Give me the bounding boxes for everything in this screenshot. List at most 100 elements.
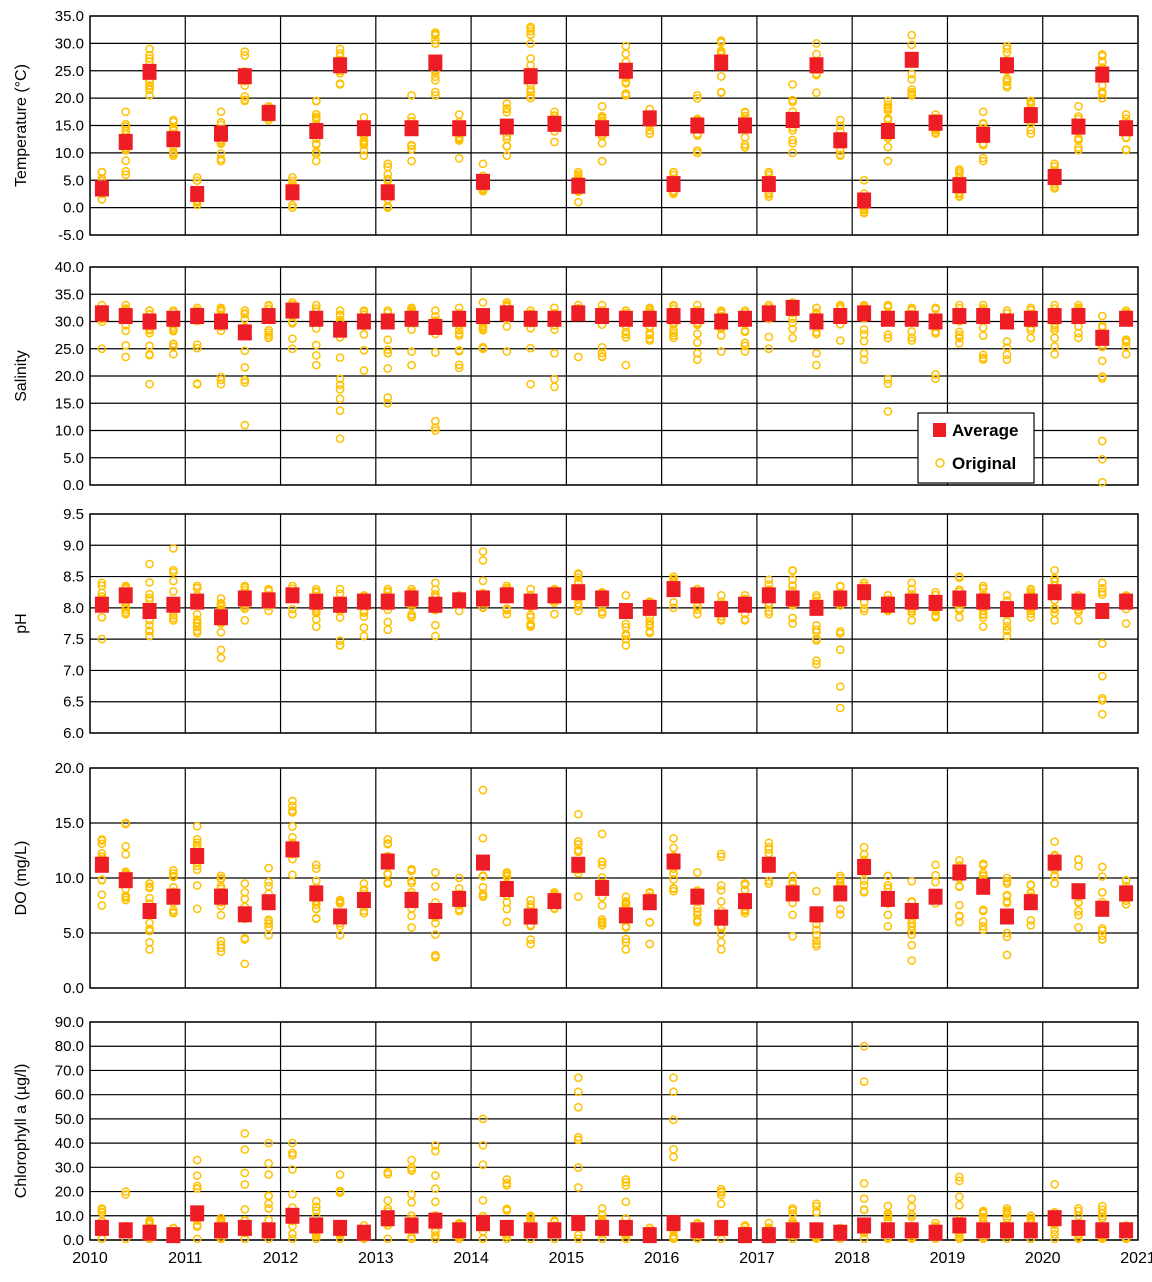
original-point <box>97 875 107 885</box>
average-marker <box>285 841 300 858</box>
original-point <box>573 1132 583 1142</box>
average-marker <box>333 321 348 338</box>
original-point <box>454 329 464 338</box>
original-point <box>1097 872 1107 881</box>
original-point <box>526 54 535 63</box>
average-marker <box>523 310 538 327</box>
average-marker <box>476 1215 490 1232</box>
original-point <box>526 39 535 48</box>
original-point <box>335 79 345 88</box>
original-point <box>907 940 917 950</box>
average-marker <box>1000 57 1014 74</box>
average-marker <box>690 587 705 604</box>
average-marker <box>1071 308 1086 325</box>
original-point <box>169 567 178 577</box>
average-marker <box>94 180 109 197</box>
legend-original-swatch <box>935 458 945 468</box>
original-point <box>978 1206 988 1216</box>
original-point <box>240 959 250 969</box>
original-point <box>693 91 702 100</box>
original-point <box>431 918 440 928</box>
original-point <box>764 575 774 585</box>
original-point <box>835 115 845 125</box>
original-point <box>716 1187 726 1196</box>
average-marker <box>1119 120 1134 137</box>
original-point <box>907 69 917 79</box>
average-marker <box>642 310 657 327</box>
average-marker <box>809 57 824 74</box>
original-point <box>240 894 250 904</box>
original-point <box>311 149 321 159</box>
average-marker <box>1023 107 1038 124</box>
average-marker <box>142 313 157 330</box>
original-point <box>1050 604 1059 614</box>
original-point <box>431 578 440 588</box>
original-point <box>573 1135 583 1145</box>
average-marker <box>1095 900 1110 917</box>
original-point <box>478 1160 488 1170</box>
original-point <box>192 1184 202 1193</box>
plot-frame <box>89 1021 1139 1241</box>
original-point <box>216 599 226 609</box>
average-marker <box>333 57 348 74</box>
average-marker <box>476 590 490 607</box>
original-point <box>597 300 607 310</box>
original-point <box>264 1138 273 1148</box>
original-point <box>264 328 273 337</box>
average-marker <box>428 1212 443 1229</box>
original-point <box>240 420 250 430</box>
original-point <box>955 338 964 348</box>
original-point <box>1074 1204 1083 1213</box>
original-point <box>97 344 107 354</box>
original-point <box>859 880 869 890</box>
original-point <box>502 99 512 108</box>
original-point <box>407 325 416 335</box>
original-point <box>955 917 964 927</box>
original-point <box>145 924 154 934</box>
original-point <box>907 327 917 336</box>
original-point <box>716 885 726 895</box>
original-point <box>454 154 464 163</box>
average-marker <box>428 596 443 613</box>
average-marker <box>309 310 324 327</box>
original-point <box>907 40 917 50</box>
original-point <box>788 324 797 334</box>
original-point <box>645 939 655 949</box>
original-point <box>1002 877 1012 886</box>
original-point <box>1097 583 1107 593</box>
original-point <box>978 323 988 332</box>
original-point <box>693 94 702 103</box>
average-marker <box>857 859 872 875</box>
average-marker <box>618 310 633 327</box>
original-point <box>478 556 488 565</box>
original-point <box>121 107 131 117</box>
original-point <box>812 1202 821 1211</box>
original-point <box>931 303 940 313</box>
legend-average-label: Average <box>952 421 1018 440</box>
original-point <box>788 1208 797 1218</box>
original-point <box>1097 931 1107 940</box>
original-point <box>645 616 655 626</box>
original-point <box>383 835 393 844</box>
original-point <box>383 1167 393 1177</box>
average-marker <box>595 1219 610 1236</box>
original-point <box>192 838 202 847</box>
original-point <box>1097 709 1107 719</box>
average-marker <box>404 310 419 327</box>
average-marker <box>547 893 562 910</box>
average-marker <box>952 864 967 881</box>
original-point <box>859 1205 869 1214</box>
original-point <box>288 1229 297 1239</box>
original-point <box>812 936 821 946</box>
original-point <box>311 1202 321 1212</box>
original-point <box>311 340 321 350</box>
original-point <box>478 298 488 307</box>
y-tick-label: 7.0 <box>63 662 84 679</box>
original-point <box>621 90 631 100</box>
original-point <box>97 1204 107 1213</box>
original-point <box>216 910 226 920</box>
original-point <box>145 631 154 641</box>
original-point <box>645 334 655 343</box>
original-point <box>859 336 869 346</box>
